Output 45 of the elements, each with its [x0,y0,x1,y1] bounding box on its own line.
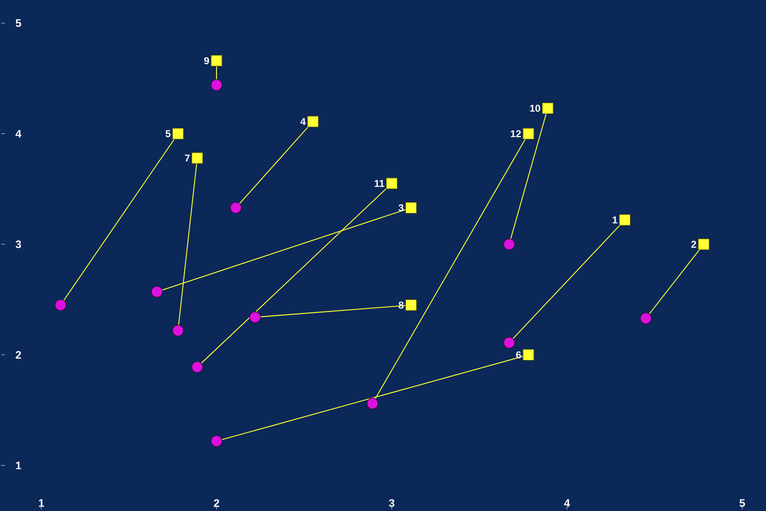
point [405,202,417,214]
point [386,178,398,190]
annotation: 2 [691,240,696,248]
point [503,337,515,349]
y-tick-label: 3 [16,240,22,248]
point [366,398,378,410]
annotation: 5 [166,130,171,138]
annotation: 12 [510,130,521,138]
annotation: 1 [612,216,618,224]
y-tick-label: 5 [16,19,22,28]
annotation: 6 [516,352,521,359]
point [191,361,204,373]
y-tick-label: 4 [16,130,22,138]
point [405,299,417,312]
point [172,128,184,140]
annotation: 4 [300,118,306,126]
x-tick-label: 5 [740,499,745,508]
point [210,79,222,91]
point [210,435,222,448]
point [522,349,534,361]
y-tick-label: 2 [16,351,21,359]
point [522,128,534,140]
x-tick-label: 1 [38,499,44,507]
point [698,238,710,250]
point [230,202,242,214]
x-tick-label: 2 [214,499,220,508]
point [503,238,515,250]
point [210,55,222,67]
annotation: 11 [374,180,384,188]
point [54,299,66,312]
annotation: 3 [398,204,404,212]
x-tick-label: 3 [388,499,394,508]
point [640,312,652,324]
y-tick-label: 1 [16,462,22,470]
point [249,312,261,324]
x-tick-label: 4 [564,499,570,507]
annotation: 10 [530,104,540,112]
point [191,152,204,164]
point [172,324,184,336]
point [151,286,163,298]
annotation: 7 [184,154,190,162]
point [542,102,554,114]
point [619,214,631,226]
annotation: 9 [204,57,209,64]
point [307,116,319,128]
